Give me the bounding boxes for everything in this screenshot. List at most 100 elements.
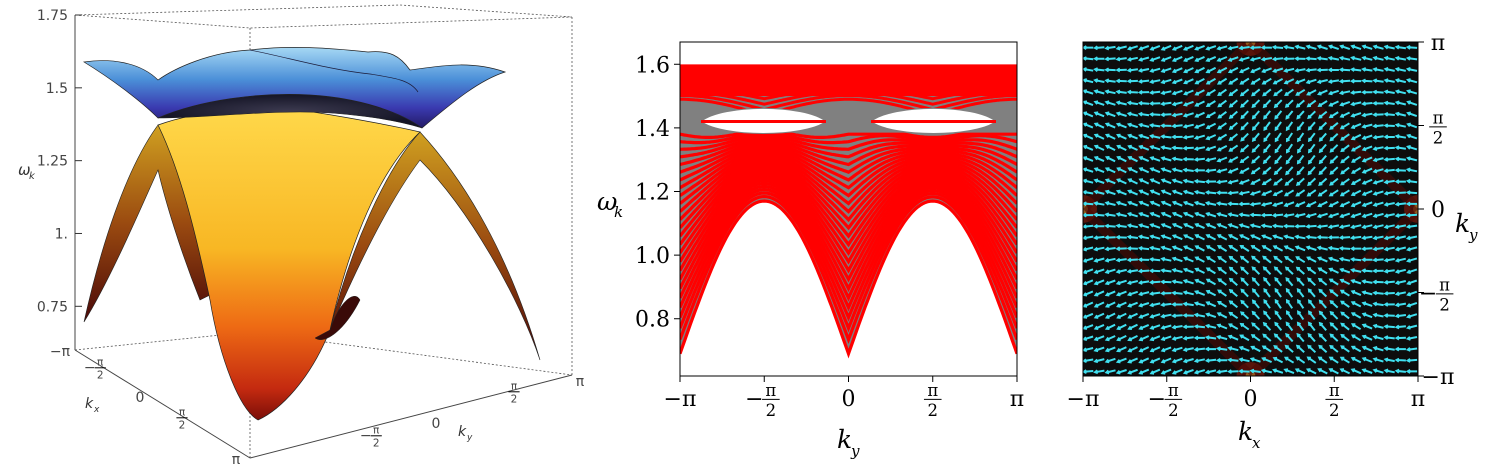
field-arrow <box>1283 234 1295 240</box>
field-arrow <box>1394 346 1406 352</box>
field-arrow <box>1104 323 1116 330</box>
field-arrow <box>1285 132 1294 143</box>
field-arrow <box>1251 155 1261 164</box>
field-arrow <box>1083 358 1094 364</box>
field-arrow <box>1093 56 1105 62</box>
field-arrow <box>1282 223 1295 229</box>
field-arrow <box>1328 189 1339 197</box>
field-arrow <box>1104 346 1116 353</box>
ky-tick-label: π2 <box>508 381 520 405</box>
field-arrow <box>1262 99 1272 109</box>
field-arrow <box>1394 368 1407 374</box>
field-arrow <box>1317 368 1328 375</box>
field-arrow <box>1383 357 1395 363</box>
field-arrow <box>1307 277 1316 287</box>
field-arrow <box>1338 78 1351 84</box>
field-arrow <box>1350 279 1362 285</box>
field-arrow <box>1318 143 1327 154</box>
field-arrow <box>1182 112 1194 118</box>
band-x-tick-label-num: π <box>927 381 938 400</box>
field-arrow <box>1372 323 1384 329</box>
field-arrow <box>1260 212 1272 218</box>
field-arrow <box>1249 223 1261 229</box>
field-arrow <box>1274 287 1282 298</box>
field-x-label: k <box>1238 417 1253 446</box>
field-arrow <box>1138 156 1150 163</box>
field-arrow <box>1282 56 1295 62</box>
field-arrow <box>1317 100 1328 107</box>
field-arrow <box>1093 301 1105 308</box>
field-arrow <box>1104 56 1116 62</box>
field-arrow <box>1083 347 1094 352</box>
field-arrow <box>1194 278 1205 285</box>
field-arrow <box>1127 189 1138 196</box>
field-arrow <box>1361 178 1373 185</box>
field-arrow <box>1171 256 1183 263</box>
band-y-tick-label: 1.0 <box>635 244 670 269</box>
field-arrow <box>1138 122 1150 128</box>
field-arrow <box>1272 78 1284 85</box>
field-arrow <box>1361 201 1373 208</box>
field-arrow <box>1285 121 1294 132</box>
field-arrow <box>1361 334 1373 341</box>
field-arrow <box>1339 368 1351 375</box>
field-arrow <box>1182 200 1194 207</box>
field-arrow <box>1349 257 1362 262</box>
field-arrow <box>1160 44 1172 51</box>
field-arrow <box>1138 200 1150 207</box>
field-x-tick-label: − π2 <box>1148 381 1183 420</box>
field-arrow <box>1193 312 1206 318</box>
field-arrow <box>1340 155 1350 164</box>
field-arrow <box>1305 78 1317 85</box>
field-arrow <box>1361 89 1373 95</box>
field-arrow <box>1127 323 1138 330</box>
field-arrow <box>1394 280 1407 285</box>
field-arrow <box>1383 302 1395 307</box>
field-arrow <box>1383 313 1395 318</box>
field-arrow <box>1182 123 1194 129</box>
field-arrow <box>1149 335 1161 342</box>
field-arrow <box>1137 234 1150 240</box>
field-arrow <box>1285 310 1294 321</box>
field-arrow <box>1182 145 1194 151</box>
field-arrow <box>1372 334 1384 341</box>
field-arrow <box>1249 190 1261 196</box>
field-arrow <box>1171 167 1183 173</box>
field-arrow <box>1274 143 1282 154</box>
field-arrow <box>1350 356 1362 364</box>
z-tick-label: 1. <box>55 226 68 242</box>
field-arrow <box>1284 88 1294 97</box>
field-arrow <box>1093 133 1105 140</box>
field-arrow <box>1372 257 1384 263</box>
field-arrow <box>1215 357 1228 363</box>
field-arrow <box>1406 246 1418 252</box>
field-arrow <box>1262 88 1272 97</box>
field-arrow <box>1171 200 1183 207</box>
field-arrow <box>1318 333 1328 342</box>
field-arrow <box>1205 111 1217 118</box>
field-arrow <box>1340 144 1350 153</box>
ky-tick-label: − π2 <box>360 425 382 449</box>
field-arrow <box>1093 67 1105 72</box>
field-arrow <box>1294 213 1306 218</box>
field-arrow <box>1137 245 1150 251</box>
field-arrow <box>1295 99 1305 108</box>
field-arrow <box>1272 201 1284 207</box>
field-arrow <box>1217 255 1227 264</box>
field-arrow <box>1137 89 1150 95</box>
field-arrow <box>1338 256 1351 262</box>
field-arrow <box>1093 335 1105 342</box>
field-y-tick-label: − π2 <box>1419 276 1454 314</box>
field-arrow <box>1093 144 1105 151</box>
field-arrow <box>1137 68 1150 73</box>
field-arrow <box>1182 100 1194 107</box>
field-arrow <box>1160 290 1172 296</box>
field-arrow <box>1283 368 1295 375</box>
field-arrow <box>1083 144 1094 151</box>
kx-axis-label: k <box>85 396 94 412</box>
field-arrow <box>1271 223 1284 229</box>
field-arrow <box>1361 368 1373 374</box>
field-arrow <box>1204 346 1217 352</box>
band-x-tick-label: −π <box>664 387 697 412</box>
